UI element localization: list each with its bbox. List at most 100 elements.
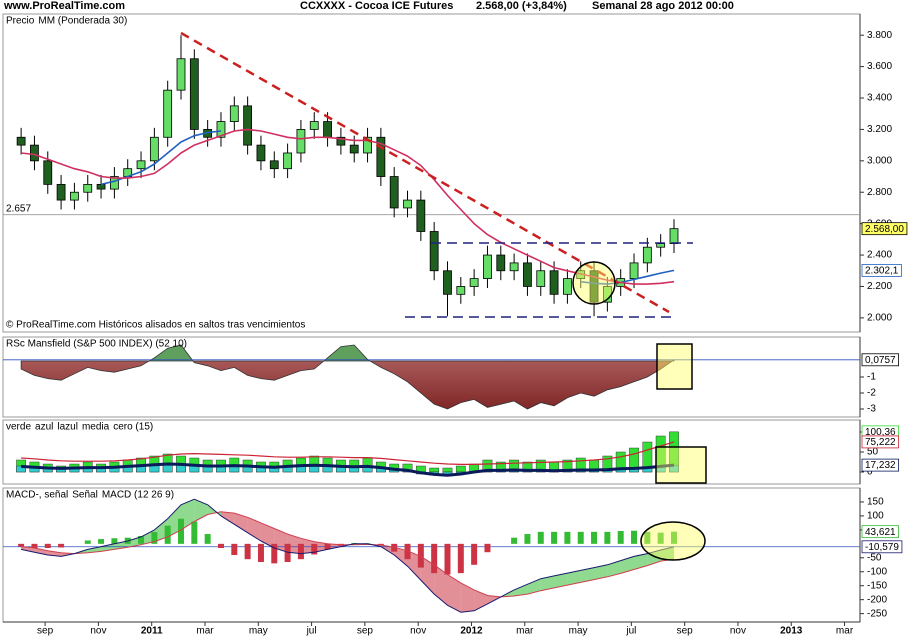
macd-fill xyxy=(514,584,528,597)
histogram-bar xyxy=(537,531,544,544)
footnote: © ProRealTime.com Históricos alisados en… xyxy=(6,320,305,331)
value-label-box xyxy=(861,458,899,472)
candle-body xyxy=(70,191,79,201)
highlight-circle xyxy=(572,261,616,305)
x-tick-label: mar xyxy=(196,626,214,636)
histogram-bar xyxy=(471,543,478,565)
period: Semanal 28 ago 2012 00:00 xyxy=(592,0,734,12)
histogram-bar xyxy=(98,539,105,544)
y-tick-label: 3.200 xyxy=(867,124,892,135)
candle-body xyxy=(496,254,506,272)
histogram-bar xyxy=(457,543,464,574)
y-tick-label: 2.200 xyxy=(867,281,892,292)
legend-label: cero (15) xyxy=(113,422,153,433)
macd-fill xyxy=(34,548,48,555)
annotations xyxy=(180,31,707,561)
x-tick-label: 2012 xyxy=(460,626,483,636)
macd-fill xyxy=(247,517,261,542)
x-tick-label: jul xyxy=(306,626,317,636)
candle-body xyxy=(629,262,639,280)
candle-body xyxy=(96,183,106,190)
y-tick-label: -200 xyxy=(867,594,887,605)
candle-body xyxy=(376,136,386,177)
candle-body xyxy=(549,270,559,295)
x-tick-label: mar xyxy=(836,626,854,636)
legend-label: MACD (12 26 9) xyxy=(102,490,174,501)
value-label: 75,222 xyxy=(865,437,896,448)
candle-body xyxy=(269,160,279,170)
histogram-bar xyxy=(324,543,331,550)
macd-fill xyxy=(181,499,195,530)
macd-fill xyxy=(274,528,288,553)
macd-fill xyxy=(620,556,635,574)
macd-fill xyxy=(594,564,608,580)
x-tick-label: mar xyxy=(516,626,534,636)
value-label: 43,621 xyxy=(865,527,896,538)
x-tick-label: 2011 xyxy=(141,626,163,636)
histogram-bar xyxy=(31,543,38,549)
histogram-bar xyxy=(84,540,91,544)
x-tick-label: may xyxy=(569,626,588,636)
histogram-bar xyxy=(484,543,491,553)
histogram-bar xyxy=(231,543,238,555)
histogram-bar xyxy=(58,543,65,548)
x-tick-label: nov xyxy=(410,626,426,636)
macd-fill xyxy=(460,582,475,613)
histogram-bar xyxy=(18,543,25,547)
highlight-ellipse xyxy=(640,521,706,561)
value-label-box xyxy=(861,264,902,277)
y-tick-label: -1 xyxy=(867,372,876,383)
macd-fill xyxy=(220,511,235,525)
candle-body xyxy=(296,129,306,154)
panel-frame xyxy=(2,13,861,333)
x-tick-label: sep xyxy=(37,626,54,636)
y-tick-label: 0 xyxy=(867,467,873,478)
y-tick-label: -50 xyxy=(867,552,882,563)
candle-body xyxy=(30,144,39,162)
bar xyxy=(455,465,466,473)
candle-body xyxy=(416,199,426,232)
legend-label: Señal xyxy=(72,490,98,501)
candle-body xyxy=(83,183,93,193)
macd-fill xyxy=(407,550,421,581)
y-tick-label: 2.400 xyxy=(867,250,892,261)
quote: 2.568,00 (+3,84%) xyxy=(476,0,567,12)
histogram-bar xyxy=(444,543,451,575)
candle-body xyxy=(309,121,319,130)
histogram-bar xyxy=(257,543,264,562)
histogram-bar xyxy=(204,534,211,544)
y-tick-label: -150 xyxy=(867,580,887,591)
histogram-bar xyxy=(631,530,638,544)
value-label: 17,232 xyxy=(865,460,896,471)
histogram-bar xyxy=(591,531,598,544)
histogram-bar xyxy=(670,531,677,544)
y-tick-label: 3.800 xyxy=(867,30,892,41)
y-tick-label: -250 xyxy=(867,608,887,619)
candle-body xyxy=(216,121,226,138)
value-label: 100,36 xyxy=(865,427,896,438)
y-tick-label: 150 xyxy=(867,497,884,508)
value-label: -10,579 xyxy=(865,542,899,553)
legend-label: media xyxy=(82,422,110,433)
candle-body xyxy=(456,286,466,295)
candle-body xyxy=(189,58,199,130)
candle-body xyxy=(483,254,492,280)
y-tick-label: 3.400 xyxy=(867,93,892,104)
histogram-bar xyxy=(138,536,145,544)
macd-fill xyxy=(580,567,595,583)
highlight-box xyxy=(656,343,693,390)
histogram-bar xyxy=(604,531,611,544)
histogram-bar xyxy=(244,543,251,560)
legend-label: RSc Mansfield (S&P 500 INDEX) (52 10) xyxy=(6,339,187,350)
macd-fill xyxy=(420,556,435,595)
x-tick-label: 2013 xyxy=(780,626,803,636)
candle-body xyxy=(176,58,186,91)
value-label-box xyxy=(861,353,899,367)
candle-body xyxy=(642,246,652,264)
histogram-bar xyxy=(284,543,291,562)
area xyxy=(20,344,675,410)
macd-fill xyxy=(607,560,621,577)
macd-fill xyxy=(167,504,182,537)
candle-body xyxy=(136,160,146,170)
